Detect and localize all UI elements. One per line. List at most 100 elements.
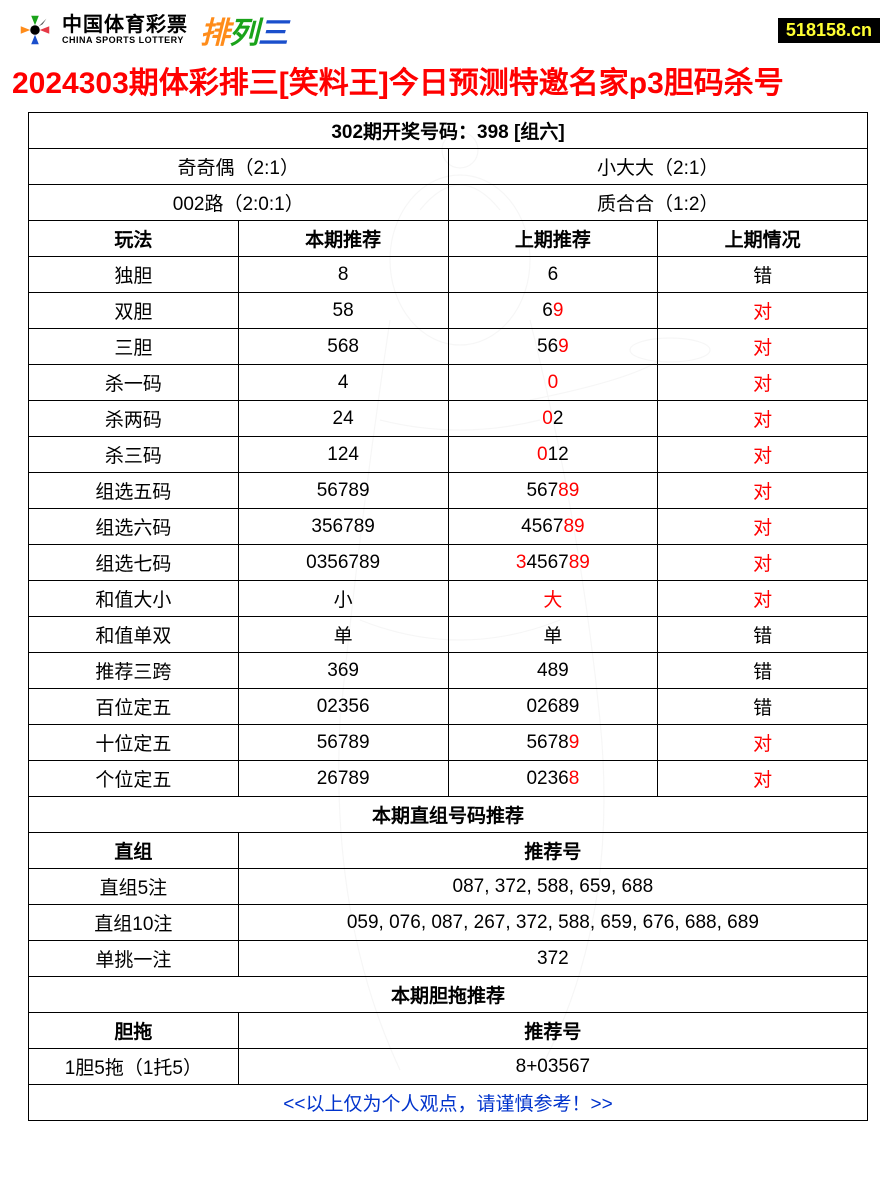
prev-pick: 56789 — [448, 473, 658, 509]
table-row: 奇奇偶（2:1）小大大（2:1） — [29, 149, 868, 185]
current-pick: 0356789 — [238, 545, 448, 581]
table-row: 本期胆拖推荐 — [29, 977, 868, 1013]
size-cell: 小大大（2:1） — [448, 149, 868, 185]
play-name: 组选五码 — [29, 473, 239, 509]
pailie-char-1: 列 — [229, 8, 258, 52]
logo-block: 中国体育彩票 CHINA SPORTS LOTTERY 排 列 三 — [16, 8, 287, 52]
current-pick: 356789 — [238, 509, 448, 545]
table-row: 本期直组号码推荐 — [29, 797, 868, 833]
prev-pick: 02368 — [448, 761, 658, 797]
table-row: 个位定五2678902368对 — [29, 761, 868, 797]
current-pick: 369 — [238, 653, 448, 689]
result-cell: 对 — [658, 401, 868, 437]
footer-note: <<以上仅为个人观点，请谨慎参考！>> — [29, 1085, 868, 1121]
current-pick: 8 — [238, 257, 448, 293]
table-container: 302期开奖号码：398 [组六]奇奇偶（2:1）小大大（2:1）002路（2:… — [0, 112, 896, 1131]
table-row: 百位定五0235602689错 — [29, 689, 868, 725]
col-header: 上期情况 — [658, 221, 868, 257]
play-name: 双胆 — [29, 293, 239, 329]
play-name: 和值大小 — [29, 581, 239, 617]
play-name: 个位定五 — [29, 761, 239, 797]
prev-pick: 012 — [448, 437, 658, 473]
combo-value: 059, 076, 087, 267, 372, 588, 659, 676, … — [238, 905, 867, 941]
play-name: 杀一码 — [29, 365, 239, 401]
prev-pick: 3456789 — [448, 545, 658, 581]
play-name: 杀两码 — [29, 401, 239, 437]
result-cell: 对 — [658, 581, 868, 617]
result-cell: 对 — [658, 329, 868, 365]
prev-pick: 6 — [448, 257, 658, 293]
prev-pick: 489 — [448, 653, 658, 689]
pailie-char-2: 三 — [258, 8, 287, 52]
result-cell: 错 — [658, 617, 868, 653]
prev-pick: 0 — [448, 365, 658, 401]
logo-cn-text: 中国体育彩票 — [62, 14, 188, 36]
col-header: 推荐号 — [238, 833, 867, 869]
prev-pick: 单 — [448, 617, 658, 653]
current-pick: 4 — [238, 365, 448, 401]
play-name: 杀三码 — [29, 437, 239, 473]
prev-pick: 02 — [448, 401, 658, 437]
table-row: 1胆5拖（1托5）8+03567 — [29, 1049, 868, 1085]
result-cell: 对 — [658, 365, 868, 401]
table-row: 组选七码03567893456789对 — [29, 545, 868, 581]
pailie-char-0: 排 — [200, 8, 229, 52]
draw-header: 302期开奖号码：398 [组六] — [29, 113, 868, 149]
table-row: 302期开奖号码：398 [组六] — [29, 113, 868, 149]
dan-name: 1胆5拖（1托5） — [29, 1049, 239, 1085]
dan-value: 8+03567 — [238, 1049, 867, 1085]
result-cell: 错 — [658, 257, 868, 293]
result-cell: 对 — [658, 473, 868, 509]
col-header: 直组 — [29, 833, 239, 869]
play-name: 百位定五 — [29, 689, 239, 725]
combo-name: 直组10注 — [29, 905, 239, 941]
table-row: 推荐三跨369489错 — [29, 653, 868, 689]
play-name: 三胆 — [29, 329, 239, 365]
table-row: 组选六码356789456789对 — [29, 509, 868, 545]
col-header: 本期推荐 — [238, 221, 448, 257]
play-name: 组选七码 — [29, 545, 239, 581]
table-row: 直组推荐号 — [29, 833, 868, 869]
table-row: 杀两码2402对 — [29, 401, 868, 437]
combo-value: 087, 372, 588, 659, 688 — [238, 869, 867, 905]
current-pick: 26789 — [238, 761, 448, 797]
table-row: 杀一码40对 — [29, 365, 868, 401]
table-row: 直组5注087, 372, 588, 659, 688 — [29, 869, 868, 905]
col-header: 玩法 — [29, 221, 239, 257]
result-cell: 对 — [658, 761, 868, 797]
table-row: 玩法本期推荐上期推荐上期情况 — [29, 221, 868, 257]
table-row: 杀三码124012对 — [29, 437, 868, 473]
combo-value: 372 — [238, 941, 867, 977]
result-cell: 对 — [658, 509, 868, 545]
col-header: 胆拖 — [29, 1013, 239, 1049]
prev-pick: 456789 — [448, 509, 658, 545]
page-title: 2024303期体彩排三[笑料王]今日预测特邀名家p3胆码杀号 — [0, 56, 896, 112]
prev-pick: 大 — [448, 581, 658, 617]
current-pick: 56789 — [238, 473, 448, 509]
lottery-logo-icon — [16, 11, 54, 49]
table-row: 胆拖推荐号 — [29, 1013, 868, 1049]
col-header: 推荐号 — [238, 1013, 867, 1049]
site-badge: 518158.cn — [778, 18, 880, 43]
table-row: 独胆86错 — [29, 257, 868, 293]
prev-pick: 69 — [448, 293, 658, 329]
combo-name: 单挑一注 — [29, 941, 239, 977]
result-cell: 错 — [658, 689, 868, 725]
parity-cell: 奇奇偶（2:1） — [29, 149, 449, 185]
table-row: 直组10注059, 076, 087, 267, 372, 588, 659, … — [29, 905, 868, 941]
header: 中国体育彩票 CHINA SPORTS LOTTERY 排 列 三 518158… — [0, 0, 896, 56]
logo-en-text: CHINA SPORTS LOTTERY — [62, 36, 188, 46]
table-row: 单挑一注372 — [29, 941, 868, 977]
current-pick: 单 — [238, 617, 448, 653]
play-name: 独胆 — [29, 257, 239, 293]
table-row: 三胆568569对 — [29, 329, 868, 365]
table-row: 十位定五5678956789对 — [29, 725, 868, 761]
current-pick: 02356 — [238, 689, 448, 725]
current-pick: 568 — [238, 329, 448, 365]
pailie-logo: 排 列 三 — [200, 8, 287, 52]
prev-pick: 56789 — [448, 725, 658, 761]
logo-text: 中国体育彩票 CHINA SPORTS LOTTERY — [62, 14, 188, 46]
play-name: 和值单双 — [29, 617, 239, 653]
prediction-table: 302期开奖号码：398 [组六]奇奇偶（2:1）小大大（2:1）002路（2:… — [28, 112, 868, 1121]
result-cell: 错 — [658, 653, 868, 689]
